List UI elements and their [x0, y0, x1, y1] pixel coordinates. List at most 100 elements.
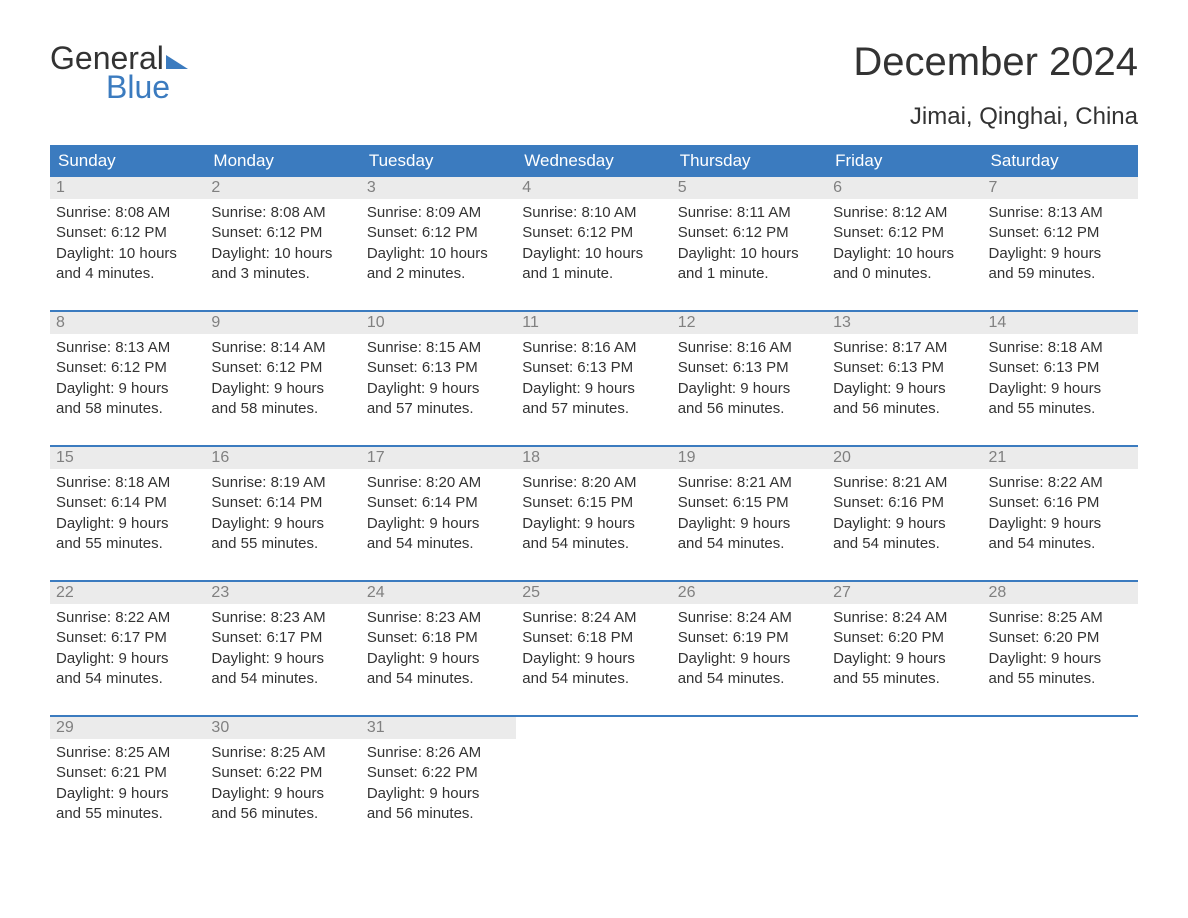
- day-cell: 27Sunrise: 8:24 AMSunset: 6:20 PMDayligh…: [827, 582, 982, 693]
- day-content: Sunrise: 8:14 AMSunset: 6:12 PMDaylight:…: [205, 334, 360, 423]
- day-content: Sunrise: 8:16 AMSunset: 6:13 PMDaylight:…: [516, 334, 671, 423]
- day-number-row: 6: [827, 177, 982, 199]
- day-header-monday: Monday: [205, 145, 360, 177]
- day-sunset: Sunset: 6:13 PM: [678, 358, 821, 378]
- day-sunrise: Sunrise: 8:23 AM: [211, 608, 354, 628]
- day-number-row: 3: [361, 177, 516, 199]
- day-cell: 21Sunrise: 8:22 AMSunset: 6:16 PMDayligh…: [983, 447, 1138, 558]
- day-content: Sunrise: 8:18 AMSunset: 6:13 PMDaylight:…: [983, 334, 1138, 423]
- day-number-row: 9: [205, 312, 360, 334]
- day-daylight1: Daylight: 9 hours: [678, 514, 821, 534]
- day-daylight1: Daylight: 9 hours: [211, 784, 354, 804]
- day-sunset: Sunset: 6:15 PM: [678, 493, 821, 513]
- week-row: 29Sunrise: 8:25 AMSunset: 6:21 PMDayligh…: [50, 715, 1138, 828]
- day-sunrise: Sunrise: 8:21 AM: [678, 473, 821, 493]
- day-cell: 20Sunrise: 8:21 AMSunset: 6:16 PMDayligh…: [827, 447, 982, 558]
- day-number-row: 28: [983, 582, 1138, 604]
- day-content: Sunrise: 8:24 AMSunset: 6:18 PMDaylight:…: [516, 604, 671, 693]
- day-daylight1: Daylight: 9 hours: [833, 514, 976, 534]
- day-daylight2: and 56 minutes.: [833, 399, 976, 419]
- day-cell: 12Sunrise: 8:16 AMSunset: 6:13 PMDayligh…: [672, 312, 827, 423]
- day-number-row: 10: [361, 312, 516, 334]
- day-sunrise: Sunrise: 8:13 AM: [56, 338, 199, 358]
- day-number: 31: [367, 719, 385, 736]
- day-daylight1: Daylight: 9 hours: [989, 379, 1132, 399]
- day-daylight1: Daylight: 9 hours: [678, 379, 821, 399]
- day-daylight2: and 54 minutes.: [211, 669, 354, 689]
- day-sunrise: Sunrise: 8:25 AM: [211, 743, 354, 763]
- day-number-row: 18: [516, 447, 671, 469]
- day-cell: 18Sunrise: 8:20 AMSunset: 6:15 PMDayligh…: [516, 447, 671, 558]
- day-daylight2: and 1 minute.: [678, 264, 821, 284]
- day-number: 21: [989, 449, 1007, 466]
- day-sunset: Sunset: 6:12 PM: [833, 223, 976, 243]
- day-number-row: 26: [672, 582, 827, 604]
- day-sunset: Sunset: 6:17 PM: [56, 628, 199, 648]
- week-row: 1Sunrise: 8:08 AMSunset: 6:12 PMDaylight…: [50, 177, 1138, 288]
- day-content: Sunrise: 8:10 AMSunset: 6:12 PMDaylight:…: [516, 199, 671, 288]
- day-sunset: Sunset: 6:16 PM: [989, 493, 1132, 513]
- day-daylight1: Daylight: 10 hours: [211, 244, 354, 264]
- day-daylight2: and 54 minutes.: [833, 534, 976, 554]
- day-sunset: Sunset: 6:12 PM: [367, 223, 510, 243]
- day-number: 11: [522, 314, 539, 331]
- day-daylight2: and 3 minutes.: [211, 264, 354, 284]
- day-content: Sunrise: 8:16 AMSunset: 6:13 PMDaylight:…: [672, 334, 827, 423]
- day-sunset: Sunset: 6:16 PM: [833, 493, 976, 513]
- day-sunrise: Sunrise: 8:17 AM: [833, 338, 976, 358]
- brand-triangle-icon: [166, 55, 188, 69]
- week-spacer: [50, 423, 1138, 445]
- day-sunrise: Sunrise: 8:25 AM: [989, 608, 1132, 628]
- day-number-row: 19: [672, 447, 827, 469]
- day-header-saturday: Saturday: [983, 145, 1138, 177]
- day-number: [833, 719, 837, 736]
- day-number: 10: [367, 314, 385, 331]
- day-daylight2: and 58 minutes.: [211, 399, 354, 419]
- day-content: Sunrise: 8:26 AMSunset: 6:22 PMDaylight:…: [361, 739, 516, 828]
- day-sunset: Sunset: 6:21 PM: [56, 763, 199, 783]
- week-row: 15Sunrise: 8:18 AMSunset: 6:14 PMDayligh…: [50, 445, 1138, 558]
- day-sunset: Sunset: 6:18 PM: [522, 628, 665, 648]
- day-number: 28: [989, 584, 1007, 601]
- day-cell: 1Sunrise: 8:08 AMSunset: 6:12 PMDaylight…: [50, 177, 205, 288]
- day-daylight1: Daylight: 9 hours: [522, 649, 665, 669]
- day-number-row: 27: [827, 582, 982, 604]
- day-daylight2: and 56 minutes.: [678, 399, 821, 419]
- day-header-sunday: Sunday: [50, 145, 205, 177]
- day-number: [678, 719, 682, 736]
- day-cell: 19 Sunrise: 8:21 AMSunset: 6:15 PMDayligh…: [672, 447, 827, 558]
- day-sunrise: Sunrise: 8:13 AM: [989, 203, 1132, 223]
- day-daylight1: Daylight: 9 hours: [367, 784, 510, 804]
- day-sunset: Sunset: 6:20 PM: [833, 628, 976, 648]
- day-daylight1: Daylight: 9 hours: [56, 649, 199, 669]
- day-number-row: 14: [983, 312, 1138, 334]
- day-daylight2: and 54 minutes.: [367, 669, 510, 689]
- day-content: Sunrise: 8:08 AMSunset: 6:12 PMDaylight:…: [205, 199, 360, 288]
- day-sunset: Sunset: 6:13 PM: [833, 358, 976, 378]
- day-number: 27: [833, 584, 851, 601]
- day-daylight1: Daylight: 10 hours: [522, 244, 665, 264]
- day-content: Sunrise: 8:21 AMSunset: 6:15 PMDaylight:…: [672, 469, 827, 558]
- day-daylight2: and 4 minutes.: [56, 264, 199, 284]
- day-number: 19: [678, 449, 696, 466]
- day-number-row: [983, 717, 1138, 739]
- day-number: 8: [56, 314, 65, 331]
- day-number-row: 15: [50, 447, 205, 469]
- day-sunrise: Sunrise: 8:24 AM: [833, 608, 976, 628]
- day-number-row: 11: [516, 312, 671, 334]
- day-sunset: Sunset: 6:12 PM: [56, 223, 199, 243]
- day-sunrise: Sunrise: 8:12 AM: [833, 203, 976, 223]
- day-sunrise: Sunrise: 8:11 AM: [678, 203, 821, 223]
- day-cell: 15Sunrise: 8:18 AMSunset: 6:14 PMDayligh…: [50, 447, 205, 558]
- day-sunrise: Sunrise: 8:09 AM: [367, 203, 510, 223]
- day-content: Sunrise: 8:23 AMSunset: 6:18 PMDaylight:…: [361, 604, 516, 693]
- day-number-row: 24: [361, 582, 516, 604]
- day-cell: 8Sunrise: 8:13 AMSunset: 6:12 PMDaylight…: [50, 312, 205, 423]
- day-sunset: Sunset: 6:13 PM: [522, 358, 665, 378]
- day-sunset: Sunset: 6:13 PM: [367, 358, 510, 378]
- day-cell: 6Sunrise: 8:12 AMSunset: 6:12 PMDaylight…: [827, 177, 982, 288]
- day-daylight1: Daylight: 9 hours: [211, 649, 354, 669]
- day-cell: 29Sunrise: 8:25 AMSunset: 6:21 PMDayligh…: [50, 717, 205, 828]
- day-daylight1: Daylight: 9 hours: [56, 784, 199, 804]
- day-number-row: 23: [205, 582, 360, 604]
